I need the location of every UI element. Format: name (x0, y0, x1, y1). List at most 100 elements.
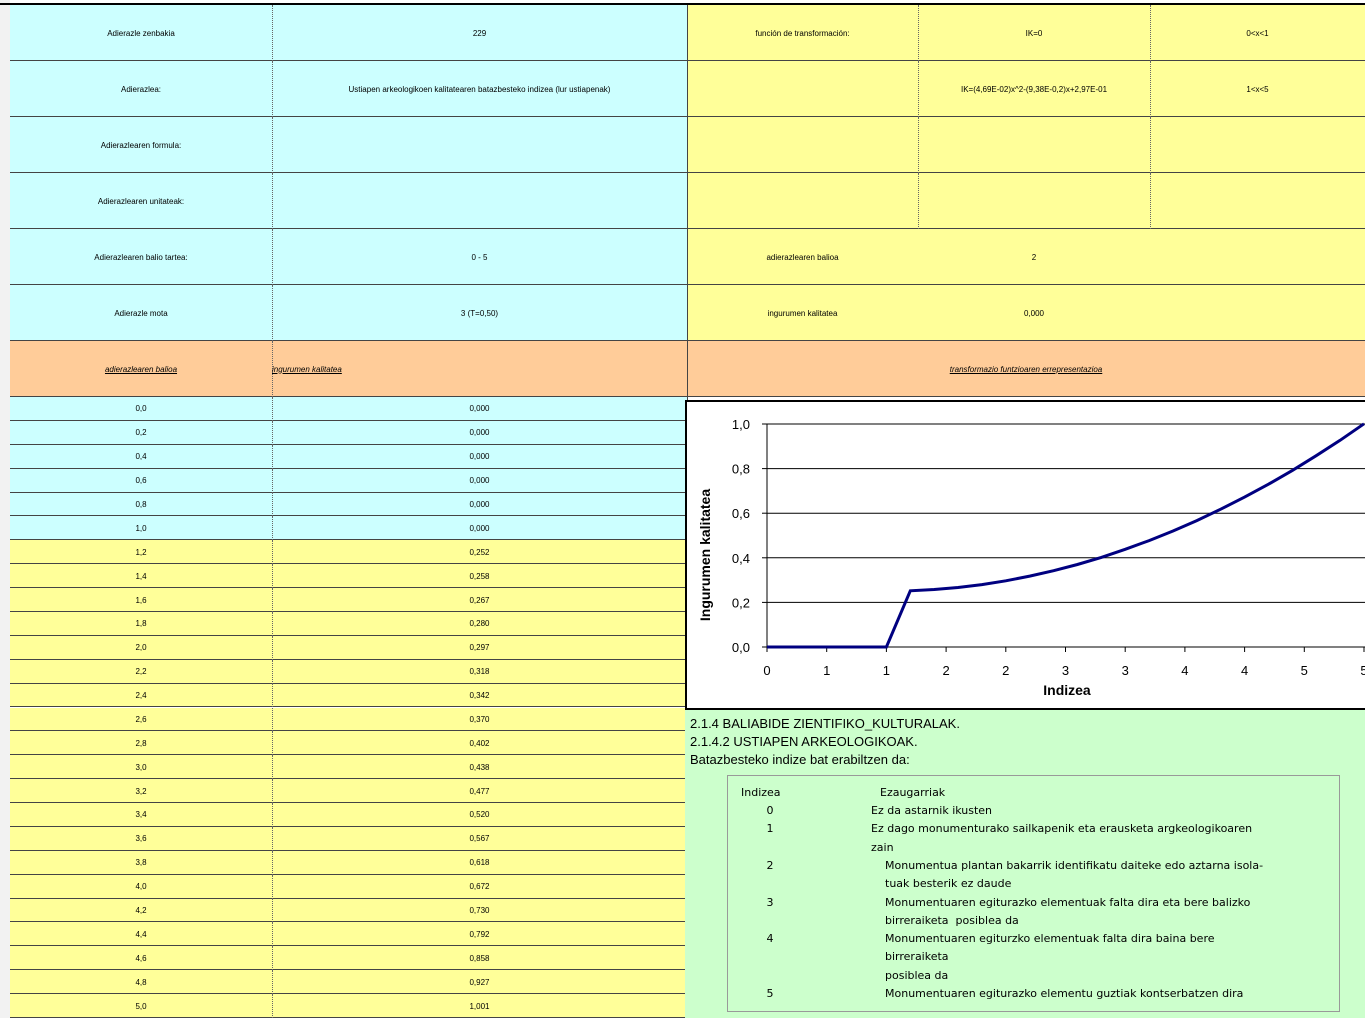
index-description: posiblea da (885, 968, 949, 982)
table-cell: 0,370 (469, 714, 490, 724)
divider (272, 683, 273, 708)
x-tick-label: 4 (1181, 663, 1188, 678)
x-tick-label: 1 (823, 663, 830, 678)
y-tick-label: 0,2 (732, 595, 750, 610)
divider (272, 492, 273, 517)
table-cell: 1,001 (469, 1001, 490, 1011)
x-tick-label: 1 (883, 663, 890, 678)
divider (272, 707, 273, 732)
x-tick-label: 3 (1062, 663, 1069, 678)
row-bg (10, 946, 687, 971)
header-cell: adierazlearen balioa (104, 364, 178, 374)
x-tick-label: 5 (1301, 663, 1308, 678)
row-bg (10, 683, 687, 708)
row-bg (10, 970, 687, 995)
row-bg (10, 492, 687, 517)
formula-cell: IK=(4,69E-02)x^2-(9,38E-0,2)x+2,97E-01 (960, 84, 1108, 94)
row-bg (10, 635, 687, 660)
table-cell: 0,000 (469, 523, 490, 533)
table-cell: 0,402 (469, 738, 490, 748)
divider (272, 397, 273, 421)
range-cell: 1<x<5 (1246, 84, 1269, 94)
row-bg (10, 731, 687, 756)
label-cell: Adierazlearen unitateak: (97, 196, 185, 206)
divider (1150, 5, 1151, 61)
row-bg (10, 898, 687, 923)
divider (272, 874, 273, 899)
margin (0, 0, 10, 1018)
divider (272, 922, 273, 947)
table-cell: 0,672 (469, 882, 490, 892)
index-number: 1 (766, 822, 774, 836)
table-cell: 4,0 (135, 882, 147, 892)
y-axis-title: Ingurumen kalitatea (697, 489, 713, 621)
x-axis-title: Indizea (1043, 682, 1091, 698)
table-cell: 1,8 (135, 619, 147, 629)
index-description: birreraiketa (885, 950, 949, 964)
table-cell: 0,792 (469, 929, 490, 939)
row-bg (10, 826, 687, 851)
table-cell: 3,4 (135, 810, 147, 820)
divider (687, 341, 688, 397)
divider (918, 173, 919, 229)
line (767, 422, 1365, 649)
row-bg (10, 444, 687, 469)
value-cell: 229 (472, 28, 487, 38)
cell-bg (687, 229, 1365, 285)
table-cell: 0,318 (469, 667, 490, 677)
label-cell: ingurumen kalitatea (767, 308, 838, 318)
divider (272, 994, 273, 1018)
row-bg (10, 779, 687, 804)
table-cell: 3,8 (135, 858, 147, 868)
index-number: 3 (766, 895, 774, 909)
table-cell: 0,6 (135, 476, 147, 486)
table-cell: 0,730 (469, 906, 490, 915)
table-cell: 4,2 (135, 906, 147, 915)
divider (272, 970, 273, 995)
row-bg (10, 922, 687, 947)
table-cell: 0,342 (469, 691, 490, 701)
divider (272, 341, 273, 397)
x-tick-label: 5 (1360, 663, 1365, 678)
table-cell: 4,8 (135, 977, 147, 987)
value-cell: 0,000 (1023, 308, 1045, 318)
index-number: 0 (766, 804, 774, 817)
divider (272, 803, 273, 827)
label-cell: adierazlearen balioa (766, 252, 839, 262)
row-bg (10, 397, 687, 421)
divider (272, 850, 273, 875)
value-cell: 2 (1031, 252, 1037, 262)
cell-bg (10, 285, 687, 341)
cell-bg (687, 173, 1365, 229)
table-cell: 0,567 (469, 834, 490, 844)
cell-bg (10, 173, 687, 229)
divider (918, 61, 919, 117)
row-bg (10, 611, 687, 636)
label-cell: Adierazle mota (114, 308, 168, 318)
table-cell: 4,4 (135, 929, 147, 939)
table-cell: 0,000 (469, 428, 490, 438)
table-cell: 0,0 (135, 404, 147, 414)
table-cell: 0,297 (469, 643, 490, 653)
table-cell: 0,4 (135, 452, 147, 462)
table-cell: 2,0 (135, 643, 147, 653)
index-description: Monumentuaren egiturazko elementu guztia… (885, 987, 1244, 1000)
x-tick-label: 0 (763, 663, 770, 678)
row-bg (10, 420, 687, 445)
divider (272, 611, 273, 636)
index-description: Monumentua plantan bakarrik identifikatu… (885, 858, 1264, 872)
table-cell: 0,258 (469, 571, 490, 581)
divider (918, 5, 919, 61)
divider (918, 117, 919, 173)
label-cell: función de transformación: (755, 28, 850, 38)
divider (272, 898, 273, 923)
table-cell: 0,477 (469, 786, 490, 796)
row-bg (10, 755, 687, 780)
divider (272, 826, 273, 851)
divider (272, 946, 273, 971)
label-cell: Adierazlearen formula: (100, 140, 182, 150)
section-line: 2.1.4.2 USTIAPEN ARKEOLOGIKOAK. (690, 733, 918, 749)
divider (272, 540, 273, 565)
section-line: 2.1.4 BALIABIDE ZIENTIFIKO_KULTURALAK. (690, 715, 960, 731)
table-cell: 1,2 (135, 547, 147, 557)
